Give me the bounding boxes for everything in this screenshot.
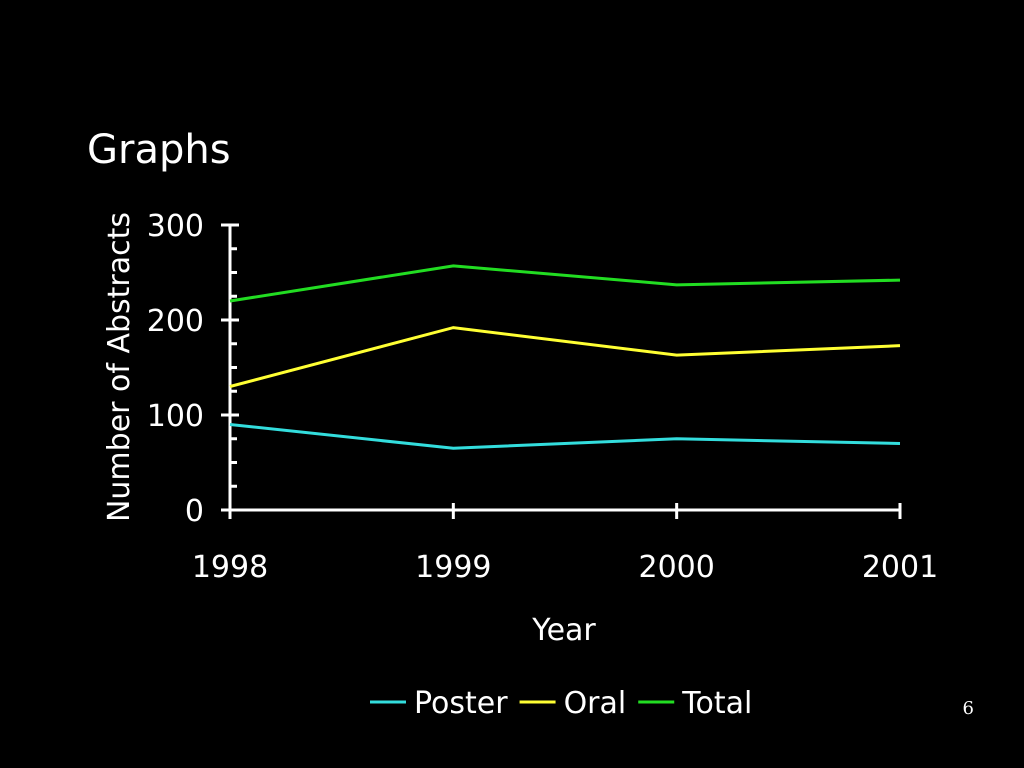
y-axis-title: Number of Abstracts: [102, 212, 137, 522]
y-tick-label: 200: [147, 304, 204, 339]
legend-label-total: Total: [681, 686, 752, 721]
y-tick-label: 0: [185, 494, 204, 529]
x-axis-title: Year: [531, 613, 596, 648]
series-lines: [229, 264, 901, 450]
slide-title: Graphs: [87, 127, 231, 173]
x-tick-label: 2000: [638, 550, 714, 585]
y-tick-label: 100: [147, 399, 204, 434]
series-line-oral: [229, 326, 901, 388]
x-tick-label: 2001: [862, 550, 938, 585]
y-tick-label: 300: [147, 209, 204, 244]
x-tick-label: 1999: [415, 550, 491, 585]
series-line-total: [229, 264, 901, 303]
x-tick-label: 1998: [192, 550, 268, 585]
axis-labels: Year Number of Abstracts: [102, 212, 596, 648]
series-line-poster: [229, 423, 901, 450]
legend: Poster Oral Total: [370, 686, 752, 721]
axes: 0 100 200 300 1998 1999 2000 2001: [147, 209, 938, 585]
legend-label-oral: Oral: [564, 686, 627, 721]
page-number: 6: [962, 698, 974, 719]
legend-label-poster: Poster: [414, 686, 508, 721]
